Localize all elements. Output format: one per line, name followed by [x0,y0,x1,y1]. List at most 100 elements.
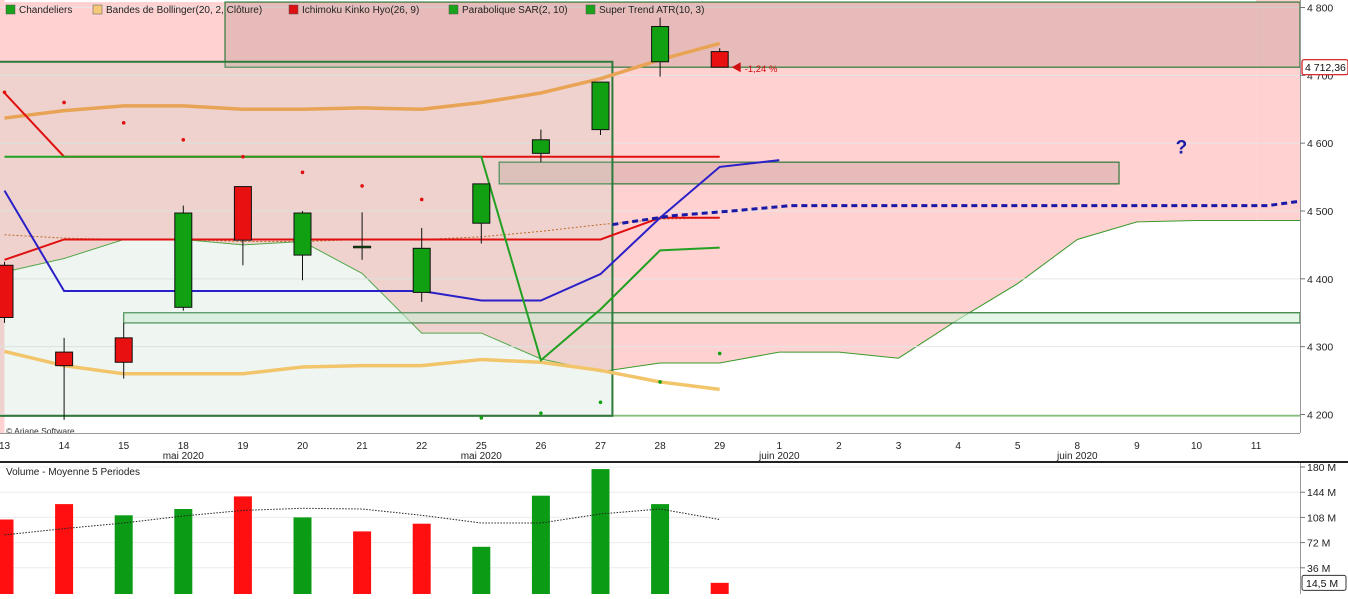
legend-swatch [449,5,458,14]
volume-gridlines [0,467,1300,568]
volume-panel[interactable] [0,467,1300,594]
candle-body [413,248,430,292]
volume-last-label: 14,5 M [1306,578,1338,590]
volume-bar[interactable] [234,496,252,594]
sar-dot [420,198,424,202]
month-label: mai 2020 [461,451,503,462]
candle-body [294,213,311,255]
date-tick-label: 4 [955,441,961,452]
candle-18[interactable] [175,206,192,311]
volume-last-marker: 14,5 M [1302,575,1346,590]
candle-body [354,246,371,248]
date-tick-label: 13 [0,441,10,452]
sar-dot [599,400,603,404]
price-tick-label: 4 400 [1307,274,1333,286]
sar-dot [360,184,364,188]
legend-label: Parabolique SAR(2, 10) [462,5,568,16]
volume-average-line [5,508,720,535]
date-tick-label: 5 [1015,441,1021,452]
volume-bar[interactable] [353,531,371,594]
volume-axis: 36 M 72 M 108 M 144 M 180 M [1300,462,1336,575]
volume-bar[interactable] [0,520,14,595]
legend: Chandeliers Bandes de Bollinger(20, 2, Cl… [6,5,704,16]
candle-27[interactable] [592,82,609,135]
legend-label: Super Trend ATR(10, 3) [599,5,704,16]
legend-swatch [586,5,595,14]
volume-bar[interactable] [532,496,550,594]
month-label: mai 2020 [163,451,205,462]
volume-tick-label: 36 M [1307,563,1330,575]
volume-bar[interactable] [294,517,312,594]
date-tick-label: 14 [59,441,71,452]
sar-dot [3,90,7,94]
candle-body [0,265,13,317]
month-label: juin 2020 [1056,451,1098,462]
volume-bar[interactable] [472,547,490,594]
date-tick-label: 19 [237,441,249,452]
volume-bar[interactable] [115,515,133,594]
volume-title: Volume - Moyenne 5 Periodes [6,467,140,478]
candle-body [592,82,609,129]
legend-label: Ichimoku Kinko Hyo(26, 9) [302,5,419,16]
date-tick-label: 21 [357,441,369,452]
sar-dot [480,416,484,420]
candle-body [175,213,192,307]
sar-dot [182,138,186,142]
date-tick-label: 3 [896,441,902,452]
date-tick-label: 11 [1251,441,1262,452]
last-price-label: 4 712,36 [1305,62,1346,74]
date-tick-label: 29 [714,441,726,452]
sar-dot [718,352,722,356]
date-tick-label: 26 [535,441,547,452]
date-tick-label: 27 [595,441,607,452]
volume-bar[interactable] [413,524,431,594]
date-tick-label: 20 [297,441,309,452]
legend-item: Bandes de Bollinger(20, 2, Clôture) [93,5,262,16]
date-tick-label: 9 [1134,441,1140,452]
question-mark: ? [1176,137,1188,158]
price-tick-label: 4 300 [1307,342,1333,354]
legend-swatch [6,5,15,14]
volume-average [5,508,720,535]
volume-bar[interactable] [174,509,192,594]
candle-body [56,352,73,366]
candle-body [473,184,490,223]
date-tick-label: 15 [118,441,130,452]
sar-dot [658,380,662,384]
sar-dot [62,101,66,105]
sar-dot [301,171,305,175]
date-tick-label: 22 [416,441,428,452]
volume-tick-label: 108 M [1307,512,1336,524]
volume-tick-label: 180 M [1307,462,1336,474]
month-label: juin 2020 [758,451,800,462]
legend-item: Super Trend ATR(10, 3) [586,5,704,16]
date-tick-label: 28 [655,441,667,452]
date-tick-label: 10 [1191,441,1203,452]
price-tick-label: 4 800 [1307,3,1333,15]
last-change-label: -1,24 % [745,64,778,75]
price-tick-label: 4 600 [1307,138,1333,150]
volume-tick-label: 72 M [1307,538,1330,550]
volume-bars[interactable] [0,469,729,594]
legend-label: Bandes de Bollinger(20, 2, Clôture) [106,5,262,16]
volume-bar[interactable] [711,583,729,594]
volume-tick-label: 144 M [1307,487,1336,499]
legend-item: Ichimoku Kinko Hyo(26, 9) [289,5,419,16]
candle-body [711,52,728,68]
date-tick-label: 2 [836,441,842,452]
legend-swatch [93,5,102,14]
candle-13[interactable] [0,262,13,323]
price-tick-label: 4 500 [1307,206,1333,218]
legend-label: Chandeliers [19,5,72,16]
price-panel[interactable] [0,0,1348,433]
sar-dot [539,411,543,415]
price-tick-label: 4 200 [1307,410,1333,422]
volume-bar[interactable] [651,504,669,594]
candle-body [115,338,132,362]
legend-item: Parabolique SAR(2, 10) [449,5,568,16]
volume-bar[interactable] [592,469,610,594]
sar-dot [122,121,126,125]
volume-bar[interactable] [55,504,73,594]
sar-dot [241,155,245,159]
